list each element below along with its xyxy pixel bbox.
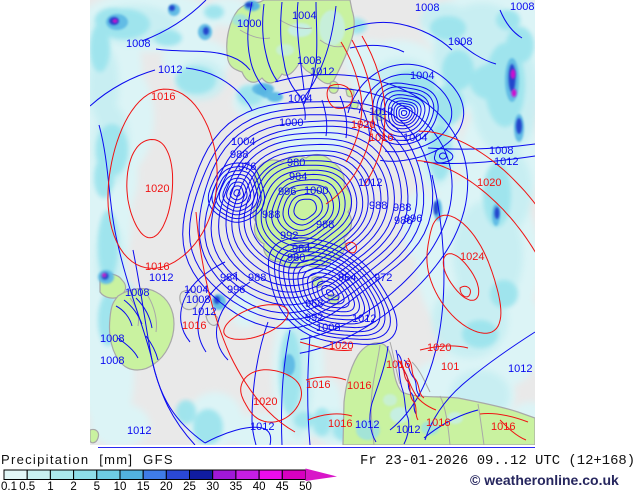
svg-text:1020: 1020 bbox=[253, 396, 277, 408]
svg-text:984: 984 bbox=[220, 272, 238, 284]
svg-text:1012: 1012 bbox=[158, 64, 182, 76]
svg-text:968: 968 bbox=[305, 298, 323, 310]
svg-text:1016: 1016 bbox=[151, 91, 175, 103]
svg-text:40: 40 bbox=[253, 481, 266, 490]
svg-text:1012: 1012 bbox=[494, 156, 518, 168]
svg-text:1020: 1020 bbox=[427, 342, 451, 354]
svg-text:988: 988 bbox=[262, 209, 280, 221]
svg-text:50: 50 bbox=[299, 481, 312, 490]
svg-text:1012: 1012 bbox=[396, 424, 420, 436]
svg-text:1004: 1004 bbox=[288, 93, 312, 105]
svg-text:1008: 1008 bbox=[100, 355, 124, 367]
svg-text:980: 980 bbox=[287, 157, 305, 169]
svg-text:25: 25 bbox=[183, 481, 196, 490]
svg-text:1012: 1012 bbox=[149, 272, 173, 284]
svg-text:964: 964 bbox=[338, 272, 356, 284]
svg-text:1008: 1008 bbox=[100, 333, 124, 345]
svg-text:988: 988 bbox=[248, 272, 266, 284]
svg-text:992: 992 bbox=[280, 230, 298, 242]
svg-text:1008: 1008 bbox=[510, 1, 534, 13]
svg-text:35: 35 bbox=[230, 481, 243, 490]
svg-text:1004: 1004 bbox=[292, 10, 316, 22]
svg-text:Fr 23-01-2026 09..12 UTC (12+1: Fr 23-01-2026 09..12 UTC (12+168) bbox=[360, 453, 634, 469]
svg-text:984: 984 bbox=[289, 171, 307, 183]
svg-text:1004: 1004 bbox=[231, 136, 255, 148]
svg-text:20: 20 bbox=[160, 481, 173, 490]
svg-text:988: 988 bbox=[316, 219, 334, 231]
svg-text:1012: 1012 bbox=[508, 363, 532, 375]
svg-text:101: 101 bbox=[441, 361, 459, 373]
svg-text:10: 10 bbox=[114, 481, 127, 490]
svg-text:1020: 1020 bbox=[351, 119, 375, 131]
svg-text:1012: 1012 bbox=[192, 306, 216, 318]
svg-text:1008: 1008 bbox=[448, 36, 472, 48]
svg-text:1008: 1008 bbox=[126, 38, 150, 50]
svg-text:1020: 1020 bbox=[477, 177, 501, 189]
svg-text:1016: 1016 bbox=[386, 359, 410, 371]
svg-text:Precipitation [mm] GFS: Precipitation [mm] GFS bbox=[1, 452, 174, 467]
svg-text:1016: 1016 bbox=[306, 379, 330, 391]
svg-text:996: 996 bbox=[227, 284, 245, 296]
svg-text:1016: 1016 bbox=[328, 418, 352, 430]
svg-text:1000: 1000 bbox=[237, 18, 261, 30]
svg-text:988: 988 bbox=[393, 202, 411, 214]
svg-text:1020: 1020 bbox=[145, 183, 169, 195]
svg-text:1016: 1016 bbox=[491, 421, 515, 433]
svg-text:1012: 1012 bbox=[358, 177, 382, 189]
svg-text:1012: 1012 bbox=[127, 425, 151, 437]
svg-text:984: 984 bbox=[292, 243, 310, 255]
svg-text:1016: 1016 bbox=[182, 320, 206, 332]
svg-text:988: 988 bbox=[369, 200, 387, 212]
svg-text:1004: 1004 bbox=[403, 132, 427, 144]
svg-text:2: 2 bbox=[70, 481, 76, 490]
svg-text:1016: 1016 bbox=[145, 261, 169, 273]
svg-text:1000: 1000 bbox=[279, 117, 303, 129]
svg-text:1016: 1016 bbox=[347, 380, 371, 392]
svg-text:1000: 1000 bbox=[304, 185, 328, 197]
svg-text:1008: 1008 bbox=[489, 145, 513, 157]
svg-text:986: 986 bbox=[394, 215, 412, 227]
svg-text:© weatheronline.co.uk: © weatheronline.co.uk bbox=[470, 472, 619, 488]
svg-text:988: 988 bbox=[230, 149, 248, 161]
svg-text:1012: 1012 bbox=[355, 419, 379, 431]
svg-text:1016: 1016 bbox=[369, 132, 393, 144]
svg-text:972: 972 bbox=[374, 272, 392, 284]
svg-text:1008: 1008 bbox=[297, 55, 321, 67]
svg-text:976: 976 bbox=[238, 161, 256, 173]
svg-text:980: 980 bbox=[287, 252, 305, 264]
svg-text:1: 1 bbox=[47, 481, 53, 490]
svg-text:15: 15 bbox=[137, 481, 150, 490]
svg-text:1016: 1016 bbox=[426, 417, 450, 429]
svg-text:1012: 1012 bbox=[369, 106, 393, 118]
svg-text:5: 5 bbox=[94, 481, 100, 490]
svg-text:0.1: 0.1 bbox=[1, 481, 17, 490]
svg-text:1012: 1012 bbox=[310, 66, 334, 78]
svg-text:1004: 1004 bbox=[184, 284, 208, 296]
svg-text:45: 45 bbox=[276, 481, 289, 490]
svg-text:996: 996 bbox=[404, 213, 422, 225]
svg-text:0.5: 0.5 bbox=[19, 481, 35, 490]
svg-text:1020: 1020 bbox=[329, 340, 353, 352]
svg-text:1008: 1008 bbox=[415, 2, 439, 14]
svg-text:1004: 1004 bbox=[410, 70, 434, 82]
svg-text:992: 992 bbox=[305, 312, 323, 324]
svg-text:1008: 1008 bbox=[125, 287, 149, 299]
svg-text:1024: 1024 bbox=[460, 251, 484, 263]
svg-text:30: 30 bbox=[206, 481, 219, 490]
svg-text:1008: 1008 bbox=[316, 322, 340, 334]
svg-text:1008: 1008 bbox=[186, 294, 210, 306]
svg-text:996: 996 bbox=[278, 186, 296, 198]
svg-text:1012: 1012 bbox=[352, 313, 376, 325]
svg-text:1012: 1012 bbox=[250, 421, 274, 433]
